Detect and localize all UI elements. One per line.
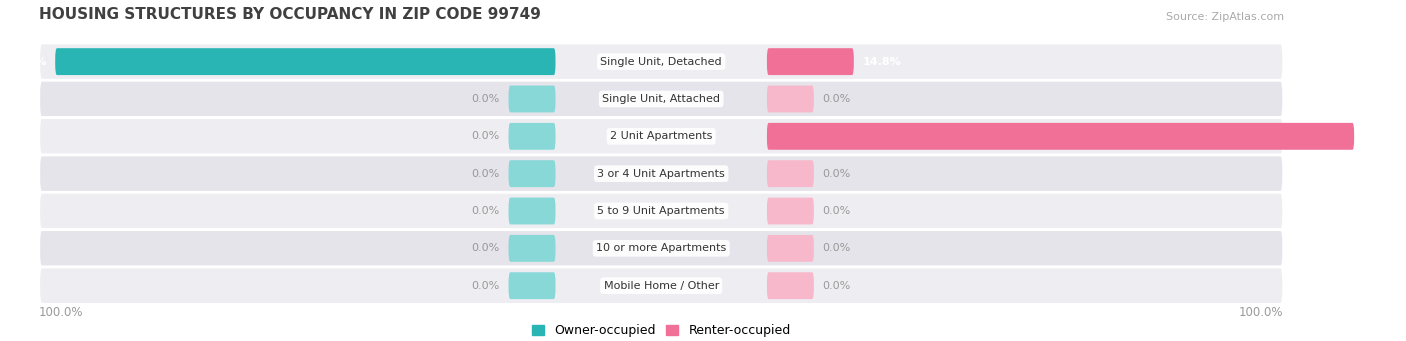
Text: 100.0%: 100.0%	[1362, 131, 1406, 141]
Text: 0.0%: 0.0%	[471, 131, 499, 141]
Text: 0.0%: 0.0%	[471, 243, 499, 253]
FancyBboxPatch shape	[766, 48, 853, 75]
Legend: Owner-occupied, Renter-occupied: Owner-occupied, Renter-occupied	[531, 324, 790, 337]
Text: 0.0%: 0.0%	[471, 206, 499, 216]
Text: 3 or 4 Unit Apartments: 3 or 4 Unit Apartments	[598, 169, 725, 179]
Text: 100.0%: 100.0%	[39, 306, 83, 319]
Text: Single Unit, Detached: Single Unit, Detached	[600, 57, 723, 66]
FancyBboxPatch shape	[766, 272, 814, 299]
FancyBboxPatch shape	[55, 48, 555, 75]
FancyBboxPatch shape	[509, 272, 555, 299]
Text: 14.8%: 14.8%	[863, 57, 901, 66]
Text: 0.0%: 0.0%	[823, 206, 851, 216]
FancyBboxPatch shape	[39, 192, 1284, 230]
Text: 0.0%: 0.0%	[471, 281, 499, 291]
Text: 0.0%: 0.0%	[823, 243, 851, 253]
FancyBboxPatch shape	[766, 86, 814, 113]
Text: Single Unit, Attached: Single Unit, Attached	[602, 94, 720, 104]
FancyBboxPatch shape	[509, 235, 555, 262]
FancyBboxPatch shape	[766, 235, 814, 262]
Text: 100.0%: 100.0%	[1239, 306, 1284, 319]
Text: 0.0%: 0.0%	[471, 94, 499, 104]
FancyBboxPatch shape	[39, 80, 1284, 118]
Text: HOUSING STRUCTURES BY OCCUPANCY IN ZIP CODE 99749: HOUSING STRUCTURES BY OCCUPANCY IN ZIP C…	[39, 8, 541, 23]
Text: 5 to 9 Unit Apartments: 5 to 9 Unit Apartments	[598, 206, 725, 216]
FancyBboxPatch shape	[766, 123, 1354, 150]
Text: 0.0%: 0.0%	[823, 94, 851, 104]
FancyBboxPatch shape	[39, 43, 1284, 80]
FancyBboxPatch shape	[766, 197, 814, 224]
FancyBboxPatch shape	[39, 118, 1284, 155]
FancyBboxPatch shape	[766, 160, 814, 187]
FancyBboxPatch shape	[39, 230, 1284, 267]
Text: 10 or more Apartments: 10 or more Apartments	[596, 243, 727, 253]
Text: 0.0%: 0.0%	[471, 169, 499, 179]
FancyBboxPatch shape	[509, 86, 555, 113]
Text: Source: ZipAtlas.com: Source: ZipAtlas.com	[1166, 12, 1284, 23]
Text: Mobile Home / Other: Mobile Home / Other	[603, 281, 718, 291]
Text: 2 Unit Apartments: 2 Unit Apartments	[610, 131, 713, 141]
FancyBboxPatch shape	[39, 267, 1284, 305]
FancyBboxPatch shape	[509, 123, 555, 150]
Text: 0.0%: 0.0%	[823, 281, 851, 291]
FancyBboxPatch shape	[509, 160, 555, 187]
FancyBboxPatch shape	[509, 197, 555, 224]
Text: 0.0%: 0.0%	[823, 169, 851, 179]
Text: 85.2%: 85.2%	[8, 57, 46, 66]
FancyBboxPatch shape	[39, 155, 1284, 192]
